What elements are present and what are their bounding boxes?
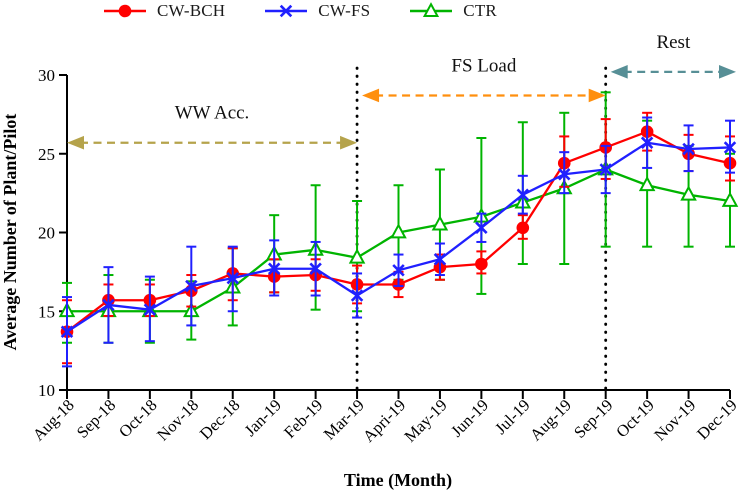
- data-point-cw-fs: [226, 271, 239, 285]
- legend-label: CW-FS: [318, 1, 371, 20]
- data-point-cw-fs: [392, 264, 405, 277]
- series-cw-fs: [60, 116, 737, 368]
- data-point-cw-fs: [640, 136, 654, 149]
- data-point-cw-fs: [60, 325, 74, 338]
- x-tick-label: Jun-19: [447, 395, 492, 440]
- data-point-cw-bch: [516, 221, 530, 235]
- y-tick-label: 15: [38, 302, 55, 321]
- arrowhead-right-icon: [340, 135, 358, 150]
- phase-arrow-rest: Rest: [610, 32, 736, 79]
- arrowhead-left-icon: [67, 135, 84, 150]
- data-point-cw-fs: [599, 163, 612, 176]
- data-point-ctr: [680, 185, 697, 201]
- data-point-ctr: [390, 223, 407, 239]
- series-ctr: [58, 91, 739, 344]
- y-tick-label: 25: [38, 145, 55, 164]
- arrowhead-left-icon: [610, 65, 628, 79]
- x-tick-label: Apri-19: [359, 395, 409, 445]
- data-point-ctr: [721, 191, 739, 207]
- data-point-cw-fs: [475, 221, 488, 234]
- x-tick-label: Sep-18: [73, 395, 119, 441]
- x-tick-label: Sep-19: [570, 395, 616, 441]
- x-tick-label: Oct-19: [612, 395, 658, 441]
- data-point-ctr: [638, 175, 656, 192]
- y-tick-label: 30: [38, 66, 55, 85]
- x-tick-label: Feb-19: [280, 395, 326, 441]
- data-point-cw-bch: [475, 257, 488, 271]
- legend-item-cw-bch: CW-BCH: [102, 1, 225, 21]
- x-tick-label: Mar-19: [320, 395, 368, 443]
- data-point-ctr: [431, 215, 449, 231]
- data-point-cw-fs: [267, 262, 281, 275]
- data-point-cw-fs: [558, 168, 571, 181]
- x-tick-label: May-19: [400, 395, 450, 445]
- cw-fs-marker-icon: [265, 4, 308, 18]
- arrowhead-left-icon: [362, 88, 380, 103]
- data-point-ctr: [348, 248, 366, 264]
- chart-legend: CW-BCH CW-FS CTR: [102, 1, 497, 21]
- phase-label-fs-load: FS Load: [451, 55, 516, 76]
- data-point-cw-fs: [682, 142, 695, 156]
- x-tick-label: Aug-18: [29, 395, 78, 444]
- arrowhead-right-icon: [719, 65, 736, 79]
- legend-item-cw-fs: CW-FS: [263, 1, 370, 21]
- data-point-cw-fs: [309, 262, 322, 275]
- data-point-cw-fs: [102, 298, 115, 312]
- data-point-cw-fs: [723, 141, 737, 154]
- x-tick-label: Nov-18: [153, 395, 202, 444]
- data-point-cw-fs: [433, 253, 447, 266]
- phase-label-rest: Rest: [656, 32, 691, 53]
- axes: 10 15 20 25 30 Aug-18Sep-18Oct-18Nov-18Dec-18…: [29, 66, 740, 446]
- phase-arrow-ww-acc-: WW Acc.: [67, 103, 358, 150]
- x-tick-label: Nov-19: [650, 395, 699, 444]
- data-point-cw-fs: [350, 289, 364, 302]
- x-tick-label: Aug-19: [526, 395, 575, 444]
- x-tick-label: Dec-19: [693, 395, 740, 443]
- data-point-cw-fs: [516, 188, 530, 201]
- phase-label-ww-acc-: WW Acc.: [175, 103, 250, 124]
- y-tick-label: 20: [38, 224, 55, 243]
- ctr-marker-icon: [410, 2, 453, 17]
- x-axis-title: Time (Month): [344, 470, 452, 491]
- data-point-cw-fs: [185, 279, 198, 293]
- y-axis-title: Average Number of Plant/Pilot: [0, 114, 20, 351]
- legend-label: CTR: [463, 1, 497, 20]
- data-point-cw-fs: [143, 303, 157, 316]
- x-tick-label: Oct-18: [115, 395, 161, 441]
- arrowhead-right-icon: [588, 88, 606, 103]
- x-tick-label: Jan-19: [240, 395, 285, 440]
- y-tick-label: 10: [38, 381, 55, 400]
- cw-bch-marker-icon: [104, 4, 146, 18]
- x-tick-label: Dec-18: [196, 395, 244, 443]
- legend-label: CW-BCH: [157, 1, 226, 20]
- legend-item-ctr: CTR: [408, 1, 497, 21]
- phase-arrow-fs-load: FS Load: [362, 55, 606, 103]
